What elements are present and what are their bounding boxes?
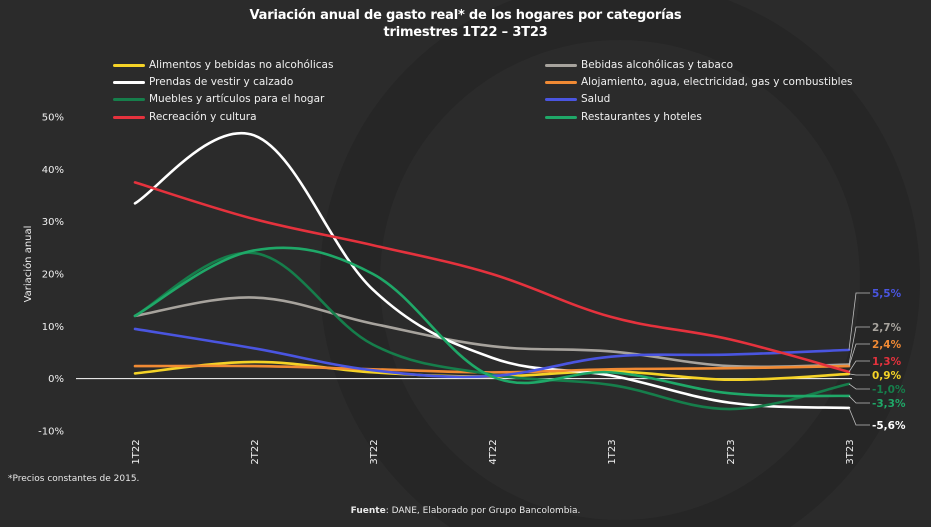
- legend-swatch: [545, 80, 577, 84]
- end-label-leader: [848, 373, 870, 376]
- legend-label: Recreación y cultura: [149, 111, 257, 123]
- chart-title-line2: trimestres 1T22 – 3T23: [383, 25, 548, 40]
- end-value-label: 1,3%: [872, 356, 902, 368]
- source-label: Fuente: [350, 506, 386, 516]
- legend-item: Salud: [545, 92, 610, 106]
- source-text: : DANE, Elaborado por Grupo Bancolombia.: [385, 506, 581, 516]
- series-line: [133, 246, 851, 398]
- x-tick-label: 2T22: [250, 439, 261, 464]
- end-value-label: 0,9%: [872, 370, 902, 382]
- legend-swatch: [545, 115, 577, 119]
- legend-swatch: [545, 97, 577, 101]
- series-line: [133, 131, 851, 410]
- end-label-leader: [848, 383, 870, 390]
- y-tick-label: 30%: [42, 217, 64, 228]
- legend-swatch: [113, 80, 145, 84]
- legend-label: Muebles y artículos para el hogar: [149, 93, 325, 105]
- y-axis-label: Variación anual: [22, 226, 34, 303]
- y-tick-label: 20%: [42, 270, 64, 281]
- end-value-label: -5,6%: [872, 420, 906, 432]
- y-tick-label: 10%: [42, 322, 64, 333]
- end-value-label: 2,4%: [872, 339, 902, 351]
- legend-label: Prendas de vestir y calzado: [149, 76, 294, 88]
- end-label-leader: [848, 292, 870, 350]
- end-label-leader: [848, 407, 870, 426]
- end-label-leader: [848, 326, 870, 365]
- x-tick-label: 3T22: [369, 439, 380, 464]
- legend-item: Alojamiento, agua, electricidad, gas y c…: [545, 75, 853, 89]
- legend-swatch: [113, 115, 145, 119]
- y-tick-label: -10%: [38, 427, 64, 438]
- y-tick-label: 50%: [42, 113, 64, 124]
- legend-label: Bebidas alcohólicas y tabaco: [581, 59, 734, 71]
- end-value-label: 2,7%: [872, 322, 902, 334]
- legend-item: Recreación y cultura: [113, 110, 257, 124]
- end-label-leader: [848, 360, 870, 373]
- x-tick-label: 3T23: [845, 439, 856, 464]
- series-line: [133, 251, 851, 411]
- end-value-label: 5,5%: [872, 288, 902, 300]
- x-tick-label: 1T22: [131, 439, 142, 464]
- legend-label: Salud: [581, 93, 611, 105]
- legend-item: Alimentos y bebidas no alcohólicas: [113, 58, 333, 72]
- chart-title-line1: Variación anual de gasto real* de los ho…: [249, 8, 682, 23]
- legend-label: Alojamiento, agua, electricidad, gas y c…: [581, 76, 853, 88]
- legend-label: Alimentos y bebidas no alcohólicas: [149, 59, 334, 71]
- end-value-label: -1,0%: [872, 384, 906, 396]
- legend-swatch: [113, 97, 145, 101]
- end-label-leader: [848, 343, 870, 367]
- y-tick-label: 0%: [48, 374, 64, 385]
- y-tick-label: 40%: [42, 165, 64, 176]
- x-tick-label: 4T22: [488, 439, 499, 464]
- legend-item: Muebles y artículos para el hogar: [113, 92, 324, 106]
- series-line: [133, 181, 851, 374]
- series-line: [133, 296, 851, 369]
- x-tick-label: 1T23: [607, 439, 618, 464]
- series-line: [133, 327, 851, 379]
- end-label-leader: [848, 395, 870, 404]
- footnote: *Precios constantes de 2015.: [8, 474, 140, 484]
- series-line: [133, 364, 851, 374]
- x-tick-label: 2T23: [726, 439, 737, 464]
- legend-item: Bebidas alcohólicas y tabaco: [545, 58, 733, 72]
- legend-swatch: [545, 63, 577, 67]
- legend-swatch: [113, 63, 145, 67]
- legend-item: Restaurantes y hoteles: [545, 110, 702, 124]
- end-value-label: -3,3%: [872, 398, 906, 410]
- source-note: Fuente: DANE, Elaborado por Grupo Bancol…: [0, 506, 931, 516]
- legend-item: Prendas de vestir y calzado: [113, 75, 293, 89]
- legend-label: Restaurantes y hoteles: [581, 111, 702, 123]
